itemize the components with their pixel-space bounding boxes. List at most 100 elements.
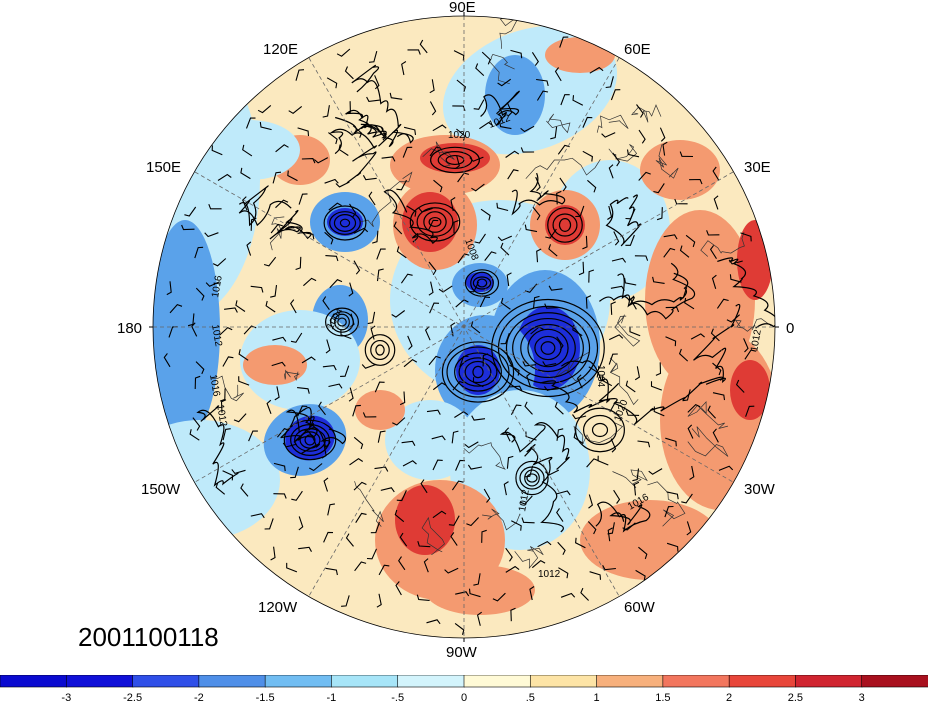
isobar: [383, 189, 438, 245]
colorbar-swatch: [331, 675, 399, 688]
wind-barb: [580, 587, 589, 601]
coastline-segment: [354, 481, 384, 527]
wind-barb: [740, 232, 752, 242]
wind-barb: [608, 353, 618, 365]
lon-label-120e: 120E: [263, 41, 299, 58]
wind-barb: [328, 132, 338, 145]
wind-barb: [687, 424, 694, 439]
wind-barb: [497, 235, 513, 242]
wind-barb: [205, 281, 220, 287]
wind-barb: [250, 513, 265, 519]
isobar: [334, 313, 350, 331]
wind-barb: [630, 295, 637, 310]
colorbar-tick-label: 1: [594, 692, 600, 702]
wind-barb: [716, 298, 729, 309]
wind-barb: [706, 230, 720, 236]
wind-barb: [456, 128, 466, 141]
isobar: [364, 334, 396, 366]
wind-barb: [522, 361, 537, 367]
wind-barb: [367, 311, 376, 325]
wind-barb: [505, 150, 520, 158]
coastline-segment: [482, 508, 521, 531]
wind-barb: [298, 546, 312, 552]
wind-barb: [438, 285, 453, 293]
wind-barb: [589, 571, 602, 580]
wind-barb: [374, 466, 389, 472]
wind-barb: [558, 567, 569, 579]
isobar: [693, 303, 741, 385]
wind-barb: [377, 430, 386, 443]
isobar: [527, 328, 569, 368]
wind-barb: [313, 157, 329, 164]
wind-barb: [576, 374, 583, 389]
isobar: [339, 218, 351, 228]
wind-barb: [455, 591, 470, 597]
wind-barb: [544, 469, 560, 476]
wind-barb: [327, 503, 335, 516]
wind-barb: [208, 203, 222, 210]
isobar: [428, 216, 442, 228]
contour-label: 1016: [207, 374, 222, 398]
wind-barb: [396, 246, 407, 259]
wind-barb: [298, 193, 308, 205]
wind-barb: [217, 173, 232, 181]
wind-barb: [275, 144, 289, 153]
wind-barb: [274, 386, 280, 401]
wind-barb: [601, 375, 613, 387]
colorbar-swatch: [861, 675, 928, 688]
wind-barb: [665, 437, 677, 447]
wind-barb: [743, 338, 749, 353]
wind-barb: [224, 307, 238, 313]
wind-barb: [573, 432, 584, 445]
wind-barb: [578, 261, 585, 276]
lon-label-60w: 60W: [624, 599, 655, 616]
wind-barb: [448, 515, 460, 526]
wind-barb: [473, 573, 481, 586]
wind-barb: [459, 355, 469, 368]
wind-barb: [395, 581, 402, 596]
wind-barb: [345, 101, 351, 115]
coastline-segment: [655, 144, 679, 179]
coastline-segment: [489, 53, 515, 85]
wind-barb: [328, 383, 343, 389]
wind-barb: [690, 333, 705, 340]
wind-barb: [636, 104, 644, 118]
isobar: [540, 341, 556, 355]
wind-barb: [349, 458, 364, 466]
wind-barb: [602, 565, 616, 571]
coastline-segment: [283, 369, 300, 381]
wind-barb: [504, 427, 511, 442]
wind-barb: [396, 490, 407, 502]
wind-barb: [500, 333, 510, 345]
wind-barb: [259, 121, 272, 131]
wind-barb: [323, 477, 329, 492]
colorbar-tick-label: 2.5: [788, 692, 803, 702]
wind-barb: [469, 156, 484, 162]
wind-barb: [473, 99, 485, 110]
isobar: [515, 460, 549, 496]
coastline-segment: [463, 442, 506, 470]
wind-barb: [526, 372, 531, 387]
wind-barb: [718, 465, 734, 471]
wind-barb: [685, 234, 696, 248]
wind-barb: [429, 79, 435, 94]
wind-barb: [353, 481, 367, 491]
coastline-segment: [734, 318, 772, 332]
wind-barb: [376, 593, 382, 608]
wind-barb: [582, 116, 593, 128]
wind-barb: [625, 380, 636, 393]
isobar: [304, 434, 316, 446]
wind-barb: [470, 321, 481, 334]
colorbar-tick-label: -1: [327, 692, 337, 702]
wind-barb: [506, 272, 512, 287]
colorbar-tick-label: 3: [859, 692, 865, 702]
wind-barb: [684, 297, 695, 310]
anomaly-positive: [355, 390, 405, 430]
wind-barb: [338, 144, 349, 156]
wind-barb: [270, 285, 278, 298]
wind-barb: [368, 191, 376, 206]
wind-barb: [181, 224, 195, 231]
wind-barb: [536, 78, 549, 87]
wind-barb: [401, 61, 407, 76]
wind-barb: [609, 401, 621, 413]
